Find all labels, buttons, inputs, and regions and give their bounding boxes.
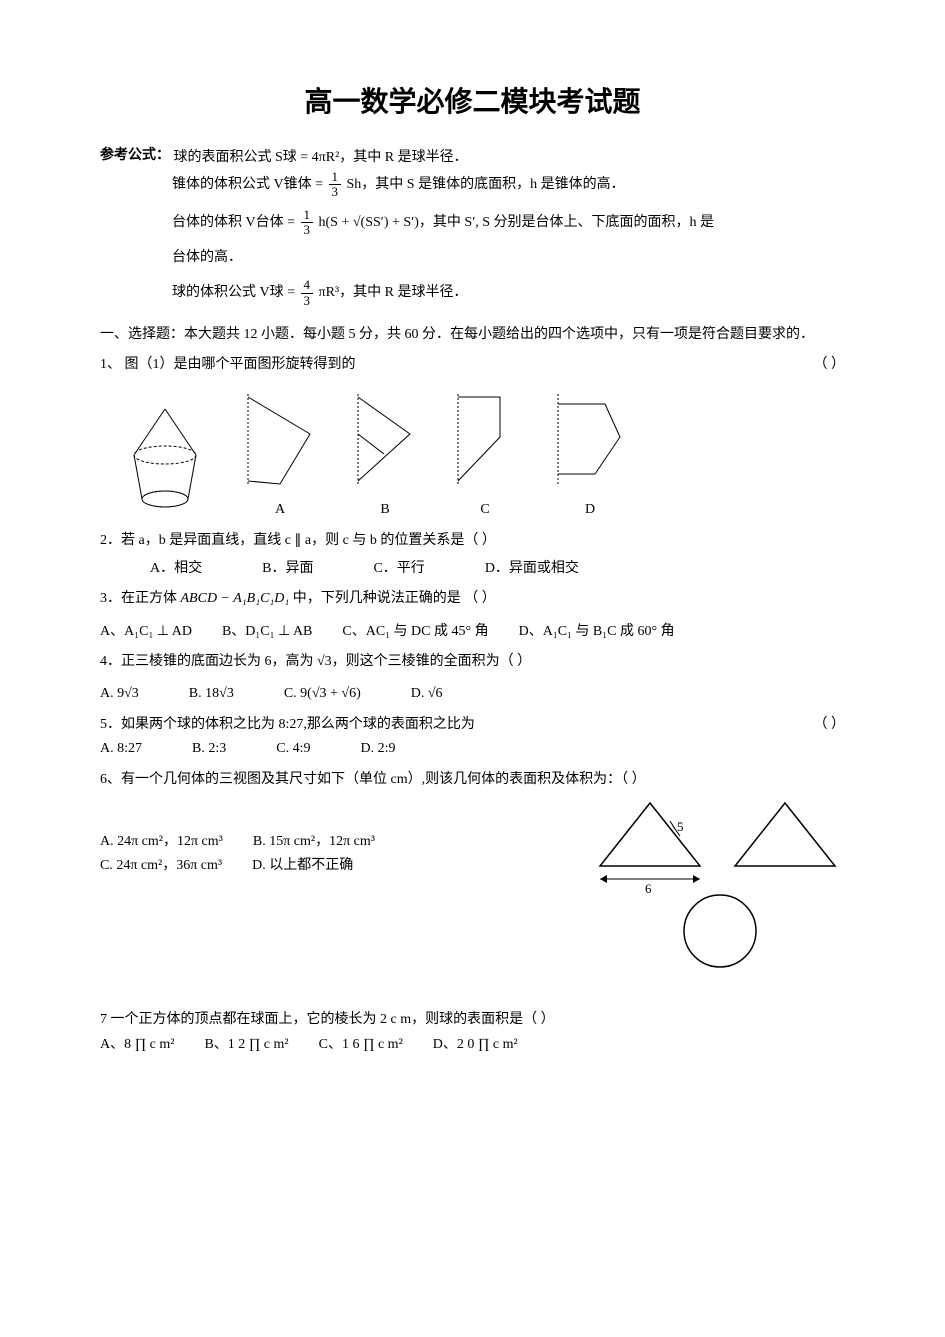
q3-opt-d: D、A₁C₁ 与 B₁C 成 60° 角	[519, 621, 675, 643]
q7-opt-c: C、1 6 ∏ c m²	[319, 1034, 403, 1056]
formula-cone-volume: 锥体的体积公式 V锥体 = 13 Sh，其中 S 是锥体的底面积，h 是锥体的高…	[172, 170, 845, 200]
text: 台体的体积 V台体 =	[172, 215, 299, 230]
formula-frustum-volume-2: 台体的高．	[172, 245, 845, 270]
question-5: 5．如果两个球的体积之比为 8:27,那么两个球的表面积之比为 （ ） A. 8…	[100, 714, 845, 761]
q1-paren: （ ）	[814, 354, 846, 376]
q4-opt-d: D. √6	[411, 683, 443, 705]
question-4: 4．正三棱锥的底面边长为 6，高为 √3，则这个三棱锥的全面积为（ ） A. 9…	[100, 651, 845, 706]
page-title: 高一数学必修二模块考试题	[100, 80, 845, 125]
denominator: 3	[301, 223, 314, 237]
option-a-icon	[240, 389, 320, 489]
question-6: 6、有一个几何体的三视图及其尺寸如下（单位 cm）,则该几何体的表面积及体积为：…	[100, 769, 845, 980]
option-d-icon	[550, 389, 630, 489]
q5-opt-b: B. 2:3	[192, 738, 226, 760]
q1-text: 1、 图（1）是由哪个平面图形旋转得到的	[100, 354, 356, 376]
q5-paren: （ ）	[814, 714, 846, 736]
fraction-4-3: 43	[301, 278, 314, 308]
solid-icon	[120, 403, 210, 513]
q2-opt-a: A．相交	[150, 558, 202, 580]
q3-cube: ABCD − A₁B₁C₁D₁	[181, 591, 290, 606]
q6-opt-b: B. 15π cm²，12π cm³	[253, 831, 375, 853]
q7-opt-b: B、1 2 ∏ c m²	[204, 1034, 288, 1056]
q6-opt-a: A. 24π cm²，12π cm³	[100, 831, 223, 853]
q5-opt-c: C. 4:9	[276, 738, 310, 760]
q6-opt-d: D. 以上都不正确	[252, 855, 353, 877]
formula-sphere-area: 球的表面积公式 S球 = 4πR²，其中 R 是球半径．	[174, 150, 468, 165]
fraction-1-3: 13	[301, 208, 314, 238]
q3-opt-c: C、AC₁ 与 DC 成 45° 角	[342, 621, 488, 643]
text: πR³，其中 R 是球半径．	[315, 285, 467, 300]
fraction-1-3: 13	[329, 170, 342, 200]
q6-text: 6、有一个几何体的三视图及其尺寸如下（单位 cm）,则该几何体的表面积及体积为：…	[100, 769, 845, 791]
q3-opt-b: B、D₁C₁ ⊥ AB	[222, 621, 312, 643]
formula-frustum-volume: 台体的体积 V台体 = 13 h(S + √(SS′) + S′)，其中 S′,…	[172, 208, 845, 238]
q6-three-views-icon: 5 6	[585, 791, 845, 971]
q5-text: 5．如果两个球的体积之比为 8:27,那么两个球的表面积之比为	[100, 714, 475, 736]
option-b-icon	[350, 389, 420, 489]
q2-opt-b: B．异面	[262, 558, 313, 580]
text: h(S + √(SS′) + S′)，其中 S′, S 分别是台体上、下底面的面…	[315, 215, 714, 230]
label-b: B	[350, 499, 420, 521]
formula-label: 参考公式：	[100, 145, 170, 167]
numerator: 1	[329, 170, 342, 185]
q5-opt-d: D. 2:9	[360, 738, 395, 760]
q3-pre: 3．在正方体	[100, 591, 181, 606]
denominator: 3	[301, 294, 314, 308]
label-d: D	[550, 499, 630, 521]
shape-option-b: B	[350, 389, 420, 522]
numerator: 1	[301, 208, 314, 223]
q4-opt-c: C. 9(√3 + √6)	[284, 683, 361, 705]
denominator: 3	[329, 185, 342, 199]
text: 球的体积公式 V球 =	[172, 285, 299, 300]
question-7: 7 一个正方体的顶点都在球面上，它的棱长为 2 c m，则球的表面积是（ ） A…	[100, 1009, 845, 1056]
section-1-header: 一、选择题：本大题共 12 小题．每小题 5 分，共 60 分．在每小题给出的四…	[100, 324, 845, 346]
text: Sh，其中 S 是锥体的底面积，h 是锥体的高．	[343, 177, 625, 192]
q2-opt-c: C．平行	[373, 558, 424, 580]
q7-opt-a: A、8 ∏ c m²	[100, 1034, 174, 1056]
question-2: 2．若 a，b 是异面直线，直线 c ∥ a，则 c 与 b 的位置关系是（ ）…	[100, 530, 845, 581]
q1-shapes: A B C D	[120, 389, 845, 522]
q6-dim-6: 6	[645, 881, 652, 896]
q6-opt-c: C. 24π cm²，36π cm³	[100, 855, 222, 877]
question-3: 3．在正方体 ABCD − A₁B₁C₁D₁ 中，下列几种说法正确的是 （ ） …	[100, 588, 845, 643]
q4-text: 4．正三棱锥的底面边长为 6，高为 √3，则这个三棱锥的全面积为（ ）	[100, 651, 845, 673]
option-c-icon	[450, 389, 520, 489]
label-a: A	[240, 499, 320, 521]
q7-opt-d: D、2 0 ∏ c m²	[433, 1034, 518, 1056]
q3-opt-a: A、A₁C₁ ⊥ AD	[100, 621, 192, 643]
q4-opt-b: B. 18√3	[189, 683, 234, 705]
q6-dim-5: 5	[677, 819, 684, 834]
shape-option-a: A	[240, 389, 320, 522]
q5-opt-a: A. 8:27	[100, 738, 142, 760]
q3-post: 中，下列几种说法正确的是 （ ）	[289, 591, 496, 606]
question-1: 1、 图（1）是由哪个平面图形旋转得到的 （ ）	[100, 354, 845, 521]
numerator: 4	[301, 278, 314, 293]
shape-option-c: C	[450, 389, 520, 522]
q2-opt-d: D．异面或相交	[485, 558, 579, 580]
formula-sphere-volume: 球的体积公式 V球 = 43 πR³，其中 R 是球半径．	[172, 278, 845, 308]
shape-solid	[120, 403, 210, 521]
label-c: C	[450, 499, 520, 521]
q4-opt-a: A. 9√3	[100, 683, 139, 705]
text: 锥体的体积公式 V锥体 =	[172, 177, 327, 192]
formula-section: 参考公式： 球的表面积公式 S球 = 4πR²，其中 R 是球半径． 锥体的体积…	[100, 145, 845, 308]
q7-text: 7 一个正方体的顶点都在球面上，它的棱长为 2 c m，则球的表面积是（ ）	[100, 1009, 845, 1031]
shape-option-d: D	[550, 389, 630, 522]
q2-text: 2．若 a，b 是异面直线，直线 c ∥ a，则 c 与 b 的位置关系是（ ）	[100, 530, 845, 552]
q6-figures: 5 6	[585, 791, 845, 979]
